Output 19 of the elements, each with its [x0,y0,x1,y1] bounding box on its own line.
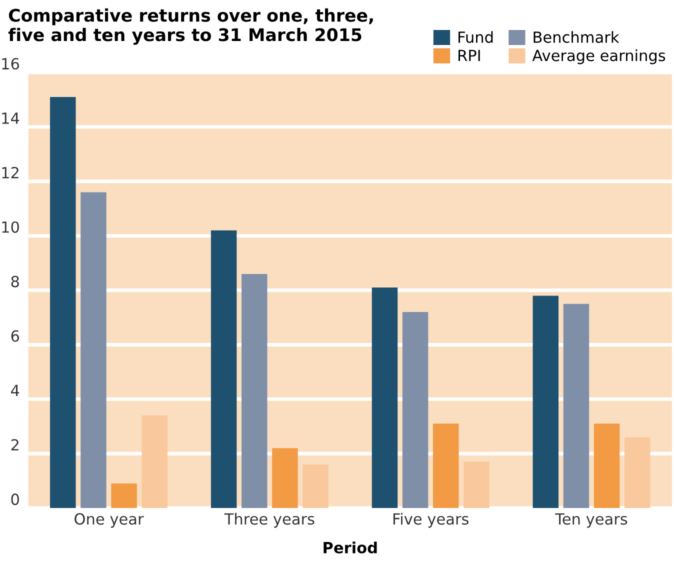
y-tick-label: 10 [2,221,19,233]
y-tick-label: 6 [11,330,20,342]
x-tick-label: Three years [224,512,314,528]
y-tick-label: 14 [2,112,20,124]
legend-label: Benchmark [534,31,620,43]
y-tick-label: 16 [2,58,20,70]
x-axis-title: Period [324,542,377,554]
x-tick-label: Five years [393,512,468,528]
y-tick-label: 12 [2,166,18,178]
x-tick-label: Ten years [555,513,628,528]
y-tick-label: 4 [11,384,20,396]
legend-label: Fund [458,31,493,43]
y-tick-label: 8 [11,276,19,288]
legend-label: Average earnings [532,49,666,64]
x-tick-label: One year [74,513,144,528]
chart-title: Comparative returns over one, three, five and ten years to 31 March 2015 [8,8,373,45]
y-tick-label: 0 [11,494,19,506]
y-tick-label: 2 [11,439,18,450]
legend-label: RPI [458,50,480,62]
